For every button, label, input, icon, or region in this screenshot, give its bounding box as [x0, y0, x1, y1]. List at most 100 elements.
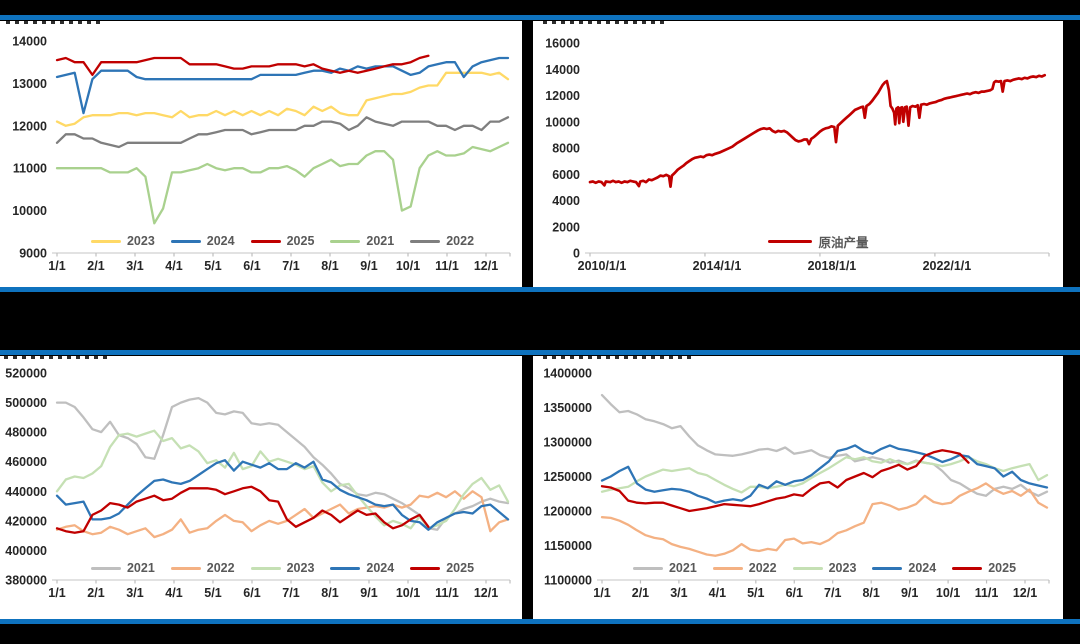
x-axis-label: 3/1: [126, 259, 143, 273]
x-axis-label: 10/1: [936, 586, 960, 600]
legend-label: 2022: [206, 561, 235, 575]
series-line-2022: [600, 482, 1049, 557]
x-axis-label: 1/1: [48, 259, 65, 273]
legend-label: 2022: [748, 561, 777, 575]
x-axis-label: 6/1: [786, 586, 803, 600]
series-line-2021: [600, 393, 1049, 497]
x-axis-label: 2/1: [87, 586, 104, 600]
x-axis-label: 11/1: [435, 586, 459, 600]
y-axis-label: 8000: [552, 142, 580, 156]
series-line-2024: [55, 56, 510, 115]
x-axis-label: 6/1: [243, 586, 260, 600]
legend-top-left: 2023 2024 2025 2021 2022: [55, 233, 510, 249]
series-line-2025: [600, 449, 970, 513]
x-axis-label: 4/1: [165, 259, 182, 273]
x-axis-label: 12/1: [1013, 586, 1037, 600]
x-axis-label: 5/1: [204, 259, 221, 273]
separator-middle-upper: [0, 287, 1080, 292]
legend-item-2021: 2021: [330, 234, 394, 248]
legend-item-原油产量: 原油产量: [768, 232, 869, 251]
legend-line-swatch: [170, 566, 201, 570]
legend-line-swatch: [170, 239, 201, 243]
y-axis-label: 6000: [552, 168, 580, 182]
y-axis-label: 480000: [5, 426, 47, 440]
series-line-2021: [55, 396, 510, 531]
x-axis-label: 4/1: [165, 586, 182, 600]
x-axis-label: 2022/1/1: [923, 259, 972, 273]
x-axis-label: 1/1: [593, 586, 610, 600]
legend-label: 2023: [286, 561, 315, 575]
series-line-2024: [55, 459, 510, 531]
y-axis-label: 11000: [13, 162, 47, 176]
x-axis-label: 7/1: [282, 259, 299, 273]
x-axis-label: 7/1: [282, 586, 299, 600]
y-axis-label: 12000: [545, 89, 580, 103]
legend-label: 2024: [908, 561, 937, 575]
x-axis-label: 12/1: [474, 586, 498, 600]
y-axis-label: 1400000: [543, 367, 592, 381]
y-axis-label: 1150000: [544, 539, 592, 553]
x-axis-label: 8/1: [321, 259, 338, 273]
y-axis-label: 1350000: [543, 401, 592, 415]
clipped-title-remnant: [4, 356, 109, 359]
legend-line-swatch: [632, 566, 663, 570]
x-axis-label: 11/1: [435, 259, 459, 273]
x-axis-label: 6/1: [243, 259, 260, 273]
series-line-原油产量: [588, 73, 1047, 189]
x-axis-label: 2010/1/1: [578, 259, 627, 273]
x-axis-label: 3/1: [126, 586, 143, 600]
legend-item-2024: 2024: [170, 234, 235, 248]
legend-bottom-right: 2021 2022 2023 2024 2025: [600, 560, 1049, 576]
clipped-title-remnant: [543, 21, 668, 24]
y-axis-label: 420000: [5, 514, 47, 528]
x-axis-label: 2/1: [87, 259, 104, 273]
series-line-2021: [55, 141, 510, 225]
chart-panel-top-left: 9000 10000 11000 12000 13000 14000 1/1 2/1 3/1 4/…: [0, 21, 522, 287]
y-axis-label: 1200000: [543, 505, 592, 519]
legend-item-2023: 2023: [792, 561, 857, 575]
separator-bottom: [0, 619, 1080, 624]
x-axis-label: 8/1: [321, 586, 338, 600]
x-axis-label: 12/1: [474, 259, 498, 273]
y-axis-label: 0: [573, 247, 580, 261]
legend-label: 2023: [828, 561, 857, 575]
y-axis-label: 500000: [5, 396, 47, 410]
x-axis-label: 2018/1/1: [808, 259, 857, 273]
x-axis-label: 10/1: [396, 586, 420, 600]
y-axis-label: 380000: [5, 574, 47, 588]
legend-line-swatch: [90, 566, 121, 570]
legend-item-2024: 2024: [330, 561, 394, 575]
legend-line-swatch: [410, 566, 441, 570]
chart-panel-bottom-right: 1100000 1150000 1200000 1250000 1300000 13500…: [533, 356, 1063, 619]
chart-canvas-bottom-right: 1100000 1150000 1200000 1250000 1300000 13500…: [543, 367, 1050, 600]
legend-label: 2023: [126, 234, 155, 248]
x-axis-label: 5/1: [204, 586, 221, 600]
series-line-2025: [55, 54, 430, 77]
legend-label: 2025: [286, 234, 315, 248]
y-axis-label: 16000: [545, 37, 580, 51]
x-axis-label: 7/1: [824, 586, 841, 600]
series-line-2023: [55, 429, 510, 530]
y-axis-label: 12000: [12, 119, 47, 133]
legend-label: 2024: [206, 234, 235, 248]
legend-line-swatch: [330, 566, 361, 570]
legend-label: 2021: [366, 234, 395, 248]
x-axis-label: 8/1: [862, 586, 879, 600]
chart-canvas-bottom-left: 380000 400000 420000 440000 460000 480000 5000…: [5, 367, 511, 600]
y-axis-label: 9000: [19, 247, 47, 261]
legend-item-2021: 2021: [90, 561, 155, 575]
legend-label: 2022: [446, 234, 475, 248]
x-axis-label: 2014/1/1: [693, 259, 742, 273]
legend-line-swatch: [712, 566, 743, 570]
series-line-2022: [55, 490, 510, 539]
x-axis-label: 2/1: [632, 586, 649, 600]
x-axis-label: 10/1: [396, 259, 420, 273]
legend-item-2021: 2021: [632, 561, 697, 575]
y-axis-label: 10000: [12, 204, 47, 218]
x-axis-label: 11/1: [975, 586, 999, 600]
chart-canvas-top-right: 0 2000 4000 6000 8000 10000 12000 14000 16000 201…: [545, 37, 1050, 273]
series-line-2023: [55, 71, 510, 127]
x-axis-label: 5/1: [747, 586, 764, 600]
legend-item-2025: 2025: [410, 561, 474, 575]
